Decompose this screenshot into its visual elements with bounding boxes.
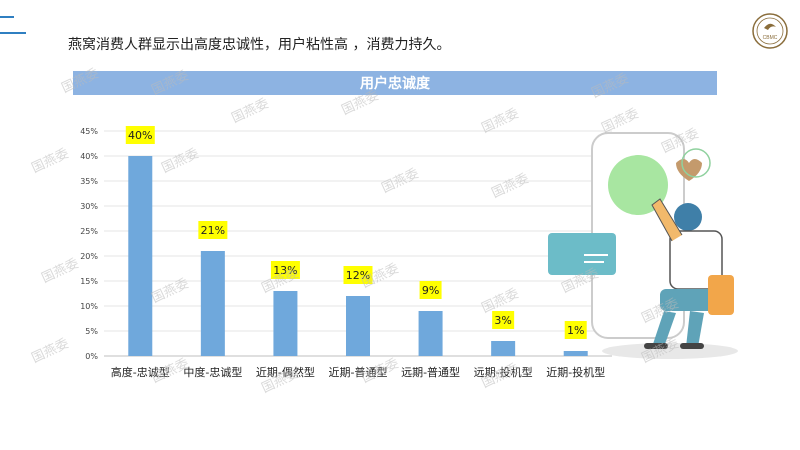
- data-label: 3%: [494, 314, 511, 327]
- y-tick-label: 25%: [80, 227, 98, 236]
- bar: [418, 311, 443, 356]
- svg-text:CBMC: CBMC: [763, 35, 778, 41]
- cbmc-logo: CBMC: [752, 13, 788, 49]
- corner-decoration: [0, 16, 26, 40]
- data-label-bg: [125, 126, 155, 144]
- bar: [200, 251, 225, 356]
- data-label-bg: [270, 261, 300, 279]
- data-label-bg: [343, 266, 373, 284]
- data-label: 1%: [567, 324, 584, 337]
- y-tick-label: 35%: [80, 177, 98, 186]
- bar: [491, 341, 516, 356]
- person-phone-illustration: [548, 132, 738, 359]
- category-label: 近期-偶然型: [256, 365, 315, 379]
- chart-title: 用户忠诚度: [360, 76, 430, 92]
- category-label: 高度-忠诚型: [111, 365, 170, 379]
- data-label: 9%: [422, 284, 439, 297]
- chart-title-banner: 用户忠诚度: [73, 71, 717, 95]
- category-label: 远期-普通型: [401, 365, 460, 379]
- headline: 燕窝消费人群显示出高度忠诚性，用户粘性高 ，消费力持久。: [68, 37, 451, 53]
- category-label: 近期-投机型: [546, 365, 605, 379]
- bar: [273, 291, 298, 356]
- data-label-bg: [198, 221, 228, 239]
- bar: [128, 156, 153, 356]
- y-tick-label: 5%: [85, 327, 98, 336]
- category-label: 近期-普通型: [329, 365, 388, 379]
- data-label: 40%: [128, 129, 152, 142]
- y-tick-label: 40%: [80, 152, 98, 161]
- category-label: 远期-投机型: [474, 365, 533, 379]
- y-tick-label: 0%: [85, 352, 98, 361]
- bar: [346, 296, 370, 356]
- data-label-bg: [492, 311, 515, 329]
- data-label-bg: [564, 321, 587, 339]
- data-label: 13%: [273, 264, 297, 277]
- y-tick-label: 10%: [80, 302, 98, 311]
- data-label: 12%: [346, 269, 370, 282]
- data-label-bg: [419, 281, 442, 299]
- category-label: 中度-忠诚型: [183, 365, 242, 379]
- y-tick-label: 15%: [80, 277, 98, 286]
- bar: [563, 351, 588, 356]
- y-tick-label: 20%: [80, 252, 98, 261]
- data-label: 21%: [201, 224, 225, 237]
- y-tick-label: 45%: [80, 127, 98, 136]
- y-tick-label: 30%: [80, 202, 98, 211]
